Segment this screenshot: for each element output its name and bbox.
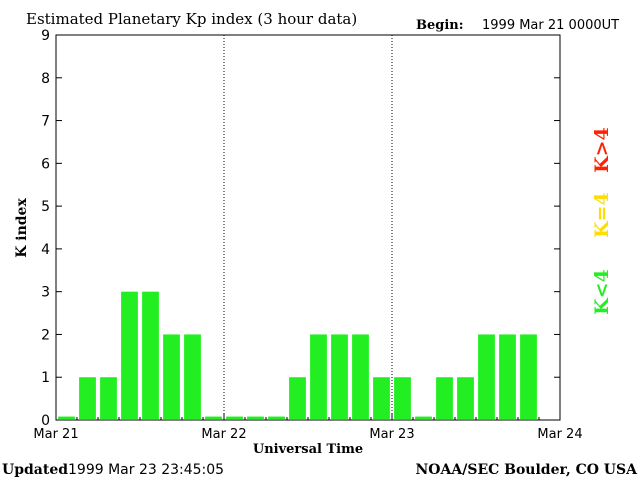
legend: K>4 K=4 K<4 <box>591 127 613 315</box>
kp-bar <box>394 377 411 419</box>
kp-bar <box>499 334 516 419</box>
x-tick-label: Mar 21 <box>33 427 78 442</box>
chart-title: Estimated Planetary Kp index (3 hour dat… <box>26 10 357 28</box>
y-tick-label: 8 <box>41 71 50 87</box>
legend-item: K=4 <box>591 192 613 238</box>
kp-bar <box>289 377 306 419</box>
updated-label: Updated <box>2 462 68 478</box>
x-tick-label: Mar 22 <box>201 427 246 442</box>
kp-bar <box>121 291 138 419</box>
kp-bar <box>226 416 243 419</box>
x-tick-label: Mar 23 <box>369 427 414 442</box>
y-tick-label: 2 <box>41 327 50 343</box>
legend-item: K>4 <box>591 127 613 173</box>
kp-bar <box>247 416 264 419</box>
kp-bar <box>310 334 327 419</box>
y-tick-label: 6 <box>41 156 50 172</box>
kp-bar <box>184 334 201 419</box>
y-axis: 0 1 2 3 4 5 6 7 8 9 <box>41 28 560 429</box>
x-tick-label: Mar 24 <box>537 427 582 442</box>
y-axis-label: K index <box>14 198 30 258</box>
kp-bar <box>415 416 432 419</box>
x-axis-label: Universal Time <box>253 442 363 457</box>
day-dividers <box>223 35 393 420</box>
kp-bar <box>163 334 180 419</box>
y-tick-label: 4 <box>41 242 50 258</box>
y-tick-label: 9 <box>41 28 50 44</box>
kp-bar <box>100 377 117 419</box>
kp-bar <box>331 334 348 419</box>
kp-bar <box>58 416 75 419</box>
kp-bar <box>478 334 495 419</box>
y-tick-label: 5 <box>41 199 50 215</box>
begin-value: 1999 Mar 21 0000UT <box>482 18 619 33</box>
kp-bar <box>520 334 537 419</box>
kp-bar <box>436 377 453 419</box>
y-tick-label: 1 <box>41 370 50 386</box>
plot-area <box>55 34 561 421</box>
kp-bar <box>268 416 285 419</box>
updated-value: 1999 Mar 23 23:45:05 <box>68 462 224 478</box>
y-tick-label: 0 <box>41 413 50 429</box>
x-axis: Mar 21 Mar 22 Mar 23 Mar 24 <box>33 414 583 442</box>
kp-bar <box>373 377 390 419</box>
begin-label: Begin: <box>416 18 464 33</box>
bars <box>58 291 537 419</box>
y-tick-label: 3 <box>41 285 50 301</box>
credit-text: NOAA/SEC Boulder, CO USA <box>416 462 639 478</box>
kp-bar <box>142 291 159 419</box>
kp-bar <box>205 416 222 419</box>
kp-bar <box>457 377 474 419</box>
kp-bar <box>79 377 96 419</box>
legend-item: K<4 <box>591 269 613 315</box>
y-tick-label: 7 <box>41 114 50 130</box>
kp-bar <box>352 334 369 419</box>
